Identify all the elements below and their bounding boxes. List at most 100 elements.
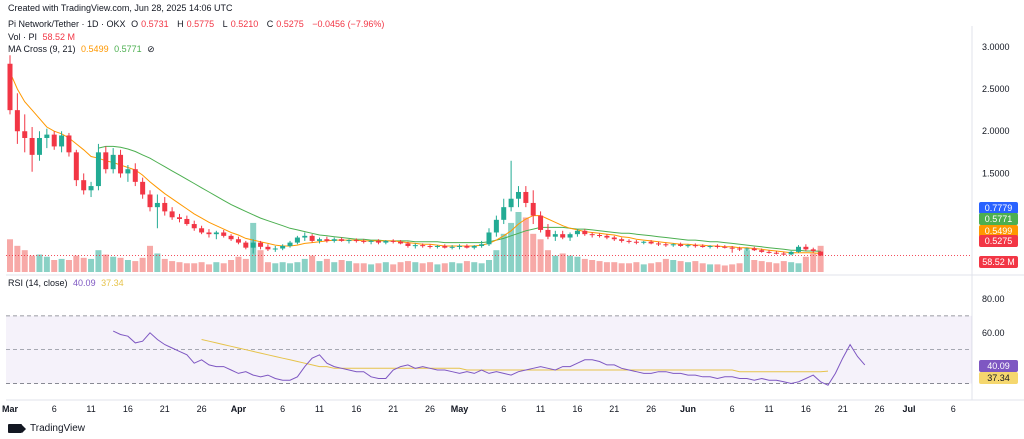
volume-bar	[368, 264, 375, 272]
volume-bar	[88, 258, 95, 272]
volume-bar	[493, 250, 500, 272]
brand-label: TradingView	[30, 423, 86, 434]
volume-bar	[795, 263, 802, 272]
volume-bar	[147, 245, 154, 272]
volume-bar	[434, 264, 441, 272]
ma-slow-line	[98, 145, 821, 252]
time-tick-label: 11	[86, 404, 95, 414]
candle-body	[118, 154, 124, 174]
volume-bar	[73, 255, 80, 272]
volume-bar	[132, 261, 139, 272]
candle-body	[464, 245, 470, 248]
candle-body	[670, 244, 676, 246]
candle-body	[191, 224, 197, 229]
volume-bar	[102, 254, 109, 272]
candle-body	[272, 248, 278, 250]
candle-body	[560, 234, 566, 238]
rsi-value: 40.09	[73, 278, 96, 288]
volume-bar	[191, 263, 198, 272]
candle-body	[442, 245, 448, 248]
volume-bar	[471, 262, 478, 272]
time-tick-label: May	[451, 404, 469, 414]
time-tick-label: 21	[160, 404, 170, 414]
candle-body	[206, 232, 212, 235]
candle-body	[243, 242, 249, 248]
candle-body	[427, 245, 433, 247]
volume-bar	[220, 263, 227, 272]
candle-body	[449, 246, 455, 248]
price-tick-label: 3.0000	[982, 42, 1010, 52]
volume-bar	[766, 262, 773, 272]
candle-body	[140, 181, 146, 195]
candle-body	[751, 248, 757, 251]
candle-body	[162, 202, 168, 212]
rsi-ma-value: 37.34	[101, 278, 124, 288]
tradingview-footer[interactable]: TradingView	[8, 423, 85, 434]
candle-body	[353, 240, 359, 242]
volume-bar	[751, 260, 758, 272]
rsi-tick-label: 60.00	[982, 328, 1005, 338]
candle-body	[810, 249, 816, 252]
volume-bar	[397, 262, 404, 272]
volume-bar	[412, 262, 419, 272]
volume-bar	[205, 264, 212, 272]
volume-bar	[699, 263, 706, 272]
candle-body	[280, 245, 286, 249]
volume-bar	[331, 262, 338, 272]
volume-bar	[404, 261, 411, 272]
volume-bar	[375, 263, 382, 272]
volume-legend: Vol · PI 58.52 M	[8, 32, 76, 42]
volume-bar	[559, 253, 566, 272]
time-tick-label: Mar	[2, 404, 19, 414]
volume-bar	[287, 263, 294, 272]
volume-bar	[508, 222, 515, 272]
volume-bar	[353, 263, 360, 272]
price-tick-label: 2.5000	[982, 84, 1010, 94]
candle-body	[567, 234, 573, 238]
candle-body	[714, 245, 720, 247]
candle-body	[265, 246, 271, 250]
volume-bar	[257, 250, 264, 272]
time-tick-label: 6	[730, 404, 735, 414]
volume-bar	[65, 260, 72, 272]
volume-bar	[21, 250, 28, 272]
volume-bar	[309, 255, 316, 272]
candle-body	[633, 241, 639, 243]
volume-bar	[743, 250, 750, 272]
candle-body	[36, 137, 42, 155]
volume-bar	[80, 257, 87, 272]
volume-bar	[581, 258, 588, 272]
ma-hidden-icon: ⊘	[147, 44, 155, 54]
candle-body	[648, 241, 654, 244]
candle-body	[368, 240, 374, 242]
candle-body	[692, 245, 698, 247]
candle-body	[375, 240, 381, 243]
volume-bar	[316, 261, 323, 272]
volume-bar	[43, 256, 50, 272]
candle-body	[44, 134, 50, 138]
volume-bar	[51, 260, 58, 272]
candle-body	[479, 244, 485, 246]
rsi-line	[112, 330, 866, 386]
time-tick-label: 11	[536, 404, 545, 414]
candle-body	[486, 232, 492, 245]
time-tick-label: Jul	[903, 404, 916, 414]
candle-body	[184, 218, 190, 225]
candle-body	[796, 246, 802, 252]
ma-fast-line	[9, 71, 821, 255]
volume-bar	[758, 261, 765, 272]
volume-bar	[522, 217, 529, 272]
candle-body	[154, 202, 160, 208]
time-tick-label: 6	[951, 404, 956, 414]
volume-bar	[729, 264, 736, 272]
volume-bar	[441, 263, 448, 272]
volume-value: 58.52 M	[42, 32, 76, 42]
volume-bar	[780, 261, 787, 272]
time-tick-label: 26	[646, 404, 656, 414]
volume-bar	[670, 260, 677, 272]
volume-bar	[552, 255, 559, 272]
candle-body	[663, 244, 669, 246]
candle-body	[309, 235, 315, 241]
ma-fast-badge: 0.5499	[979, 225, 1018, 237]
